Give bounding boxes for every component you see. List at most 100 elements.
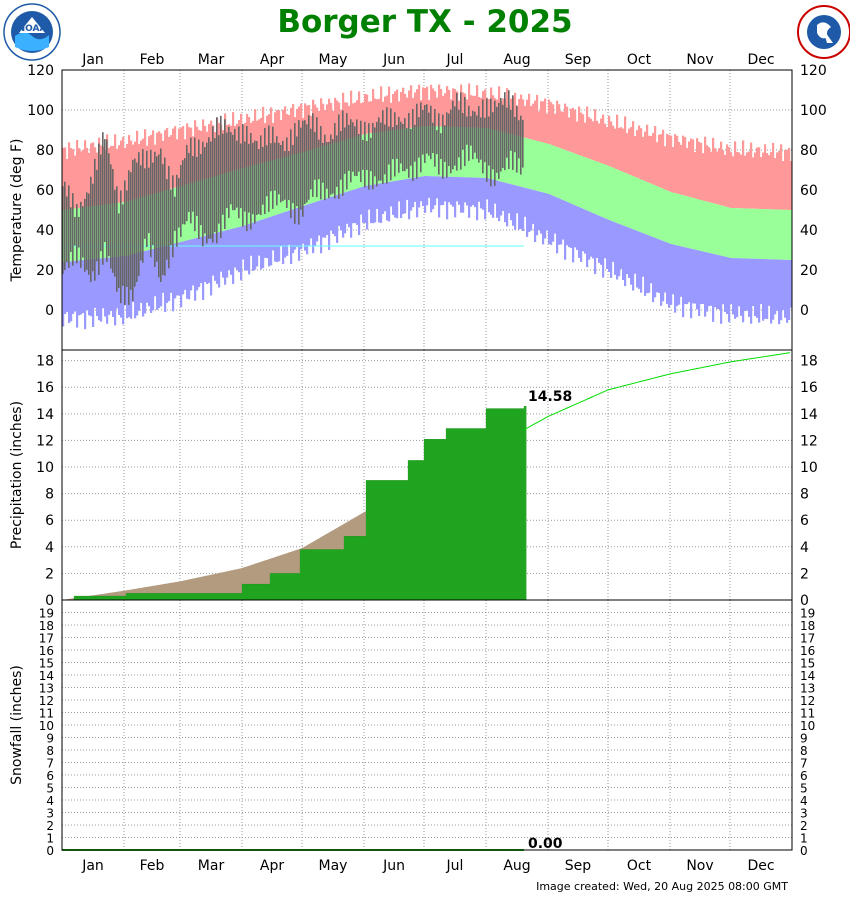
record-high-bar xyxy=(114,134,117,204)
observed-day-bar xyxy=(152,162,154,246)
record-low-bar xyxy=(234,228,237,268)
record-low-bar xyxy=(206,235,209,284)
normal-range-bar xyxy=(646,181,649,235)
normal-range-bar xyxy=(760,209,763,259)
record-low-bar xyxy=(650,236,653,284)
record-high-bar xyxy=(764,144,767,210)
record-high-bar xyxy=(542,101,545,143)
record-high-bar xyxy=(674,134,677,194)
record-low-bar xyxy=(208,234,211,283)
observed-day-bar xyxy=(202,141,204,247)
y-tick-label-right: 7 xyxy=(800,757,808,771)
observed-day-bar xyxy=(210,141,212,239)
record-low-bar xyxy=(388,182,391,222)
record-low-bar xyxy=(496,180,499,218)
record-low-bar xyxy=(278,214,281,262)
record-low-bar xyxy=(344,192,347,234)
record-low-bar xyxy=(746,258,749,311)
normal-range-bar xyxy=(784,209,787,260)
record-high-bar xyxy=(314,104,317,149)
record-low-bar xyxy=(706,252,709,312)
record-high-bar xyxy=(740,154,743,209)
record-high-bar xyxy=(600,118,603,164)
record-low-bar xyxy=(694,249,697,304)
record-low-bar xyxy=(488,178,491,213)
record-low-bar xyxy=(306,204,309,255)
record-low-bar xyxy=(240,226,243,281)
normal-range-bar xyxy=(642,180,645,234)
observed-day-bar xyxy=(228,126,230,218)
record-low-bar xyxy=(282,212,285,265)
normal-range-bar xyxy=(618,170,621,224)
record-high-bar xyxy=(584,122,587,158)
normal-range-bar xyxy=(746,208,749,259)
normal-range-bar xyxy=(744,208,747,259)
record-low-bar xyxy=(338,194,341,227)
observed-day-bar xyxy=(278,142,280,195)
record-high-bar xyxy=(296,108,299,154)
observed-day-bar xyxy=(232,134,234,211)
observed-day-bar xyxy=(102,132,104,265)
normal-range-bar xyxy=(636,177,639,231)
record-low-bar xyxy=(252,222,255,271)
normal-range-bar xyxy=(740,208,743,259)
observed-day-bar xyxy=(304,120,306,204)
record-low-bar xyxy=(322,199,325,238)
y-tick-label-right: 15 xyxy=(800,657,815,671)
record-low-bar xyxy=(144,251,147,314)
normal-range-bar xyxy=(628,174,631,228)
record-high-bar xyxy=(778,151,781,210)
record-high-bar xyxy=(732,156,735,209)
observed-day-bar xyxy=(284,151,286,200)
record-high-bar xyxy=(466,99,469,128)
record-low-bar xyxy=(720,255,723,324)
observed-day-bar xyxy=(380,122,382,181)
record-low-bar xyxy=(632,229,635,291)
record-low-bar xyxy=(166,245,169,304)
observed-day-bar xyxy=(466,116,468,145)
observed-day-bar xyxy=(294,123,296,224)
observed-day-bar xyxy=(486,98,488,182)
record-high-bar xyxy=(402,87,405,129)
observed-day-bar xyxy=(166,179,168,260)
observed-day-bar xyxy=(364,121,366,188)
record-low-bar xyxy=(230,229,233,275)
y-tick-label-right: 40 xyxy=(800,223,818,239)
record-high-bar xyxy=(776,152,779,210)
record-low-bar xyxy=(662,240,665,302)
record-low-bar xyxy=(762,259,765,321)
record-high-bar xyxy=(374,98,377,133)
record-high-bar xyxy=(376,99,379,133)
record-high-bar xyxy=(396,89,399,130)
observed-day-bar xyxy=(480,117,482,160)
record-high-bar xyxy=(326,104,329,146)
normal-range-bar xyxy=(566,150,569,202)
normal-range-bar xyxy=(644,181,647,234)
normal-range-bar xyxy=(772,209,775,260)
record-low-bar xyxy=(78,260,81,316)
normal-range-bar xyxy=(738,208,741,259)
y-tick-label-left: 6 xyxy=(45,513,54,529)
y-axis-label: Snowfall (inches) xyxy=(9,665,25,785)
y-tick-label-left: 1 xyxy=(46,832,54,846)
record-high-bar xyxy=(662,129,665,189)
record-high-bar xyxy=(558,104,561,148)
observed-precip xyxy=(73,406,527,601)
record-high-bar xyxy=(590,118,593,160)
y-tick-label-right: 9 xyxy=(800,732,808,746)
record-low-bar xyxy=(448,176,451,203)
record-high-bar xyxy=(284,106,287,157)
observed-day-bar xyxy=(320,126,322,200)
record-low-bar xyxy=(204,235,207,282)
y-tick-label-right: 10 xyxy=(800,460,818,476)
observed-day-bar xyxy=(72,193,74,266)
observed-day-bar xyxy=(468,105,470,161)
record-high-bar xyxy=(624,116,627,173)
observed-day-bar xyxy=(308,115,310,200)
y-tick-label-left: 2 xyxy=(45,566,54,582)
observed-day-bar xyxy=(84,198,86,272)
record-low-bar xyxy=(276,214,279,263)
record-high-bar xyxy=(626,133,629,174)
normal-range-bar xyxy=(734,208,737,259)
